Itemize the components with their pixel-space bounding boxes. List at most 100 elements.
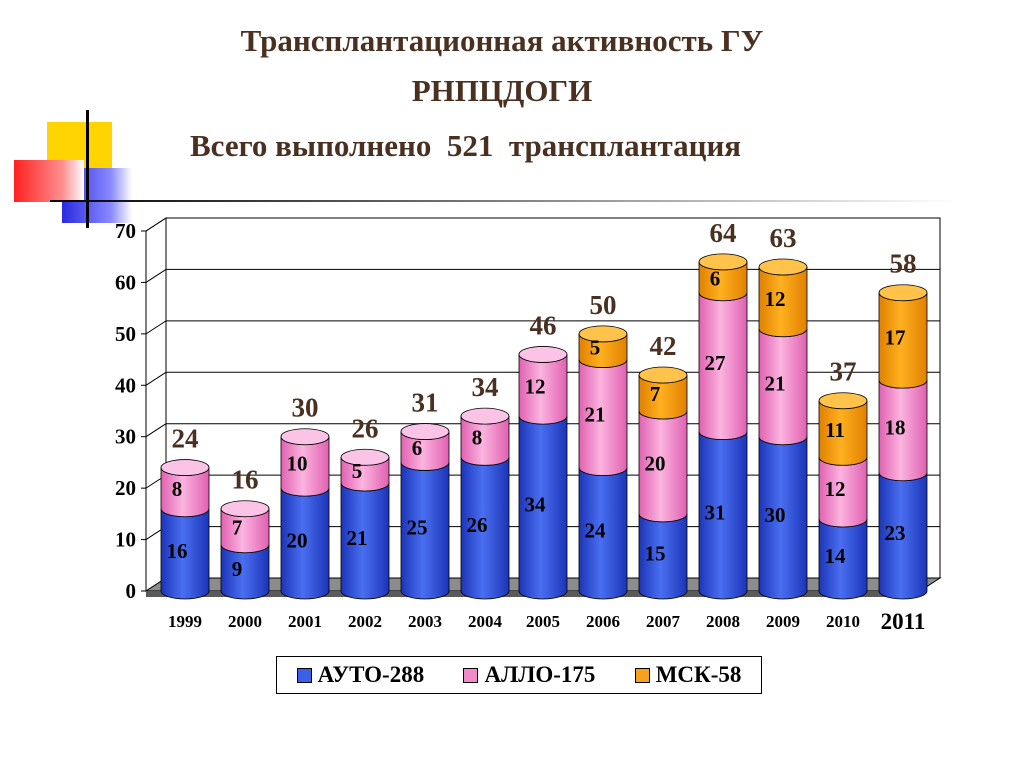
data-label: 31 bbox=[705, 500, 726, 524]
decor-red-square bbox=[14, 160, 84, 202]
total-label: 37 bbox=[830, 357, 857, 387]
x-tick-label: 2001 bbox=[288, 612, 322, 631]
bar-top-cap bbox=[460, 407, 510, 425]
bar-top-cap bbox=[578, 325, 628, 343]
data-label: 15 bbox=[645, 541, 666, 565]
gridline-side bbox=[145, 269, 167, 283]
total-label: 16 bbox=[232, 465, 259, 495]
total-label: 63 bbox=[770, 223, 797, 253]
data-label: 20 bbox=[287, 529, 308, 553]
bar-top-cap bbox=[340, 448, 390, 466]
total-label: 42 bbox=[650, 331, 677, 361]
x-tick-label: 2007 bbox=[646, 612, 681, 631]
legend-item-msk: МСК-58 bbox=[634, 662, 742, 688]
x-tick-label: 2005 bbox=[526, 612, 560, 631]
gridline-side bbox=[145, 320, 167, 335]
gridline-side bbox=[145, 217, 167, 232]
bar-top-cap bbox=[818, 392, 868, 410]
data-label: 24 bbox=[585, 518, 607, 542]
legend-label-auto: АУТО-288 bbox=[317, 662, 425, 687]
bar-top-cap bbox=[758, 258, 808, 276]
legend-swatch-allo bbox=[463, 667, 479, 683]
data-label: 6 bbox=[412, 436, 423, 460]
data-label: 8 bbox=[172, 477, 183, 501]
x-tick-label: 2006 bbox=[586, 612, 620, 631]
bar-top-cap bbox=[518, 346, 568, 363]
bar-top-cap bbox=[220, 500, 270, 518]
bar-top-cap bbox=[638, 366, 688, 384]
total-label: 50 bbox=[590, 290, 617, 320]
data-label: 27 bbox=[705, 351, 726, 375]
data-label: 26 bbox=[467, 513, 488, 537]
total-label: 64 bbox=[710, 218, 737, 248]
data-label: 12 bbox=[765, 287, 786, 311]
legend-label-allo: АЛЛО-175 bbox=[484, 662, 596, 687]
data-label: 21 bbox=[765, 372, 786, 396]
data-label: 9 bbox=[232, 557, 243, 581]
x-tick-label: 2002 bbox=[348, 612, 382, 631]
x-tick-label: 2009 bbox=[766, 612, 800, 631]
data-label: 8 bbox=[472, 426, 483, 450]
total-label: 58 bbox=[890, 249, 917, 279]
data-label: 16 bbox=[167, 539, 188, 563]
data-label: 5 bbox=[590, 336, 601, 360]
data-label: 6 bbox=[710, 266, 721, 290]
data-label: 34 bbox=[525, 493, 547, 517]
bar-top-cap bbox=[280, 428, 330, 446]
total-label: 24 bbox=[172, 424, 199, 454]
data-label: 17 bbox=[885, 325, 906, 349]
data-label: 14 bbox=[825, 544, 847, 568]
total-label: 26 bbox=[352, 413, 379, 443]
page-title-line2: РНПЦДОГИ bbox=[411, 73, 593, 108]
total-label: 46 bbox=[530, 310, 557, 340]
y-tick-label: 10 bbox=[115, 528, 136, 552]
bar-top-cap bbox=[698, 253, 748, 271]
y-tick-label: 0 bbox=[126, 579, 137, 603]
total-label: 30 bbox=[292, 393, 319, 423]
page-subtitle: Всего выполнено 521 трансплантация bbox=[190, 128, 742, 163]
gridline-side bbox=[145, 371, 167, 386]
bar-top-cap bbox=[160, 459, 210, 476]
data-label: 20 bbox=[645, 451, 666, 475]
data-label: 7 bbox=[650, 382, 661, 406]
x-tick-label: 1999 bbox=[168, 612, 202, 631]
decor-vertical-line bbox=[86, 110, 89, 228]
legend-swatch-auto bbox=[296, 667, 312, 683]
legend-swatch-msk bbox=[634, 667, 650, 683]
data-label: 21 bbox=[585, 403, 606, 427]
decor-horizontal-line bbox=[50, 200, 958, 202]
x-tick-label: 2000 bbox=[228, 612, 262, 631]
x-tick-label: 2011 bbox=[881, 609, 926, 634]
legend-item-allo: АЛЛО-175 bbox=[463, 662, 595, 688]
data-label: 12 bbox=[825, 477, 846, 501]
y-tick-label: 30 bbox=[115, 425, 136, 449]
data-label: 23 bbox=[885, 521, 906, 545]
data-label: 12 bbox=[525, 374, 546, 398]
y-tick-label: 70 bbox=[115, 219, 136, 243]
data-label: 7 bbox=[232, 516, 243, 540]
legend-item-auto: АУТО-288 bbox=[296, 662, 425, 688]
bar-top-cap bbox=[400, 423, 450, 440]
y-tick-label: 20 bbox=[115, 476, 136, 500]
data-label: 18 bbox=[885, 415, 906, 439]
data-label: 10 bbox=[287, 451, 308, 475]
x-tick-label: 2004 bbox=[468, 612, 503, 631]
gridline-side bbox=[145, 423, 167, 438]
data-label: 25 bbox=[407, 516, 428, 540]
data-label: 30 bbox=[765, 503, 786, 527]
x-tick-label: 2008 bbox=[706, 612, 740, 631]
y-tick-label: 50 bbox=[115, 322, 136, 346]
chart-legend: АУТО-288 АЛЛО-175 МСК-58 bbox=[276, 656, 762, 694]
total-label: 31 bbox=[412, 388, 439, 418]
x-tick-label: 2010 bbox=[826, 612, 860, 631]
total-label: 34 bbox=[472, 372, 499, 402]
x-tick-label: 2003 bbox=[408, 612, 442, 631]
data-label: 11 bbox=[825, 418, 845, 442]
legend-label-msk: МСК-58 bbox=[655, 662, 742, 687]
page-title: Трансплантационная активность ГУ bbox=[240, 23, 764, 58]
data-label: 21 bbox=[347, 526, 368, 550]
data-label: 5 bbox=[352, 459, 363, 483]
y-tick-label: 40 bbox=[115, 373, 136, 397]
bar-top-cap bbox=[878, 284, 928, 302]
